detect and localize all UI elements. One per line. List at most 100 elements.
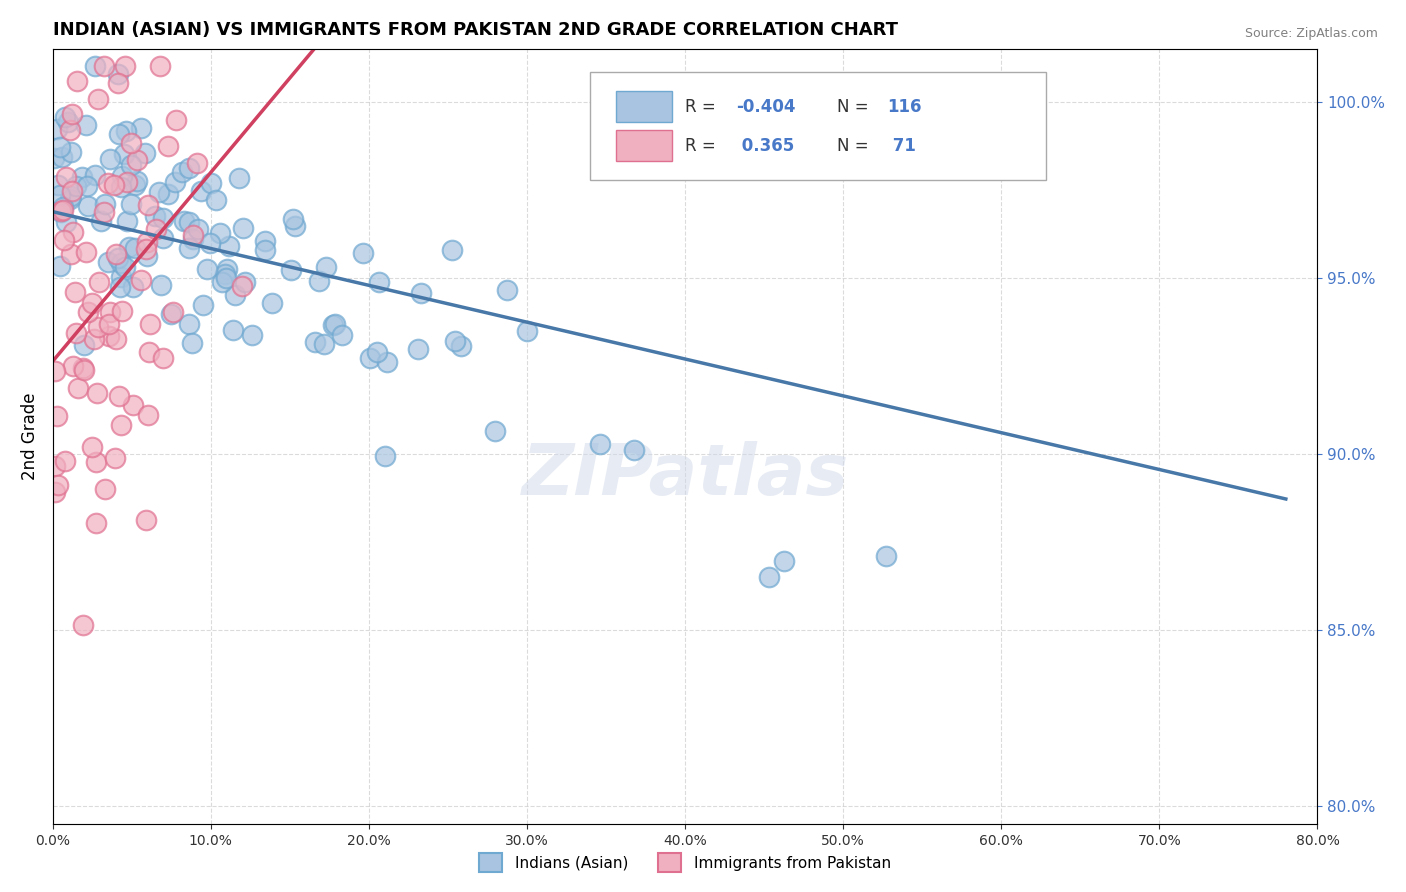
Point (53, 110, 76, 124)
Point (134, 145, 156, 160)
Point (165, 112, 187, 127)
Point (443, 334, 465, 348)
Point (59, 192, 82, 206)
Point (73, 363, 96, 377)
Point (52, 234, 75, 248)
Point (98, 304, 121, 318)
FancyBboxPatch shape (616, 130, 672, 161)
Point (377, 354, 399, 368)
Point (65, 178, 87, 193)
Point (173, 213, 195, 227)
Point (111, 304, 134, 318)
Point (218, 238, 240, 252)
Point (875, 549, 897, 564)
Point (149, 277, 172, 292)
Point (49, 205, 72, 219)
Point (143, 209, 166, 223)
Point (108, 127, 131, 141)
Point (97, 255, 120, 269)
Point (73, 337, 96, 351)
Point (450, 339, 472, 353)
Point (160, 307, 183, 321)
Point (145, 222, 167, 236)
Point (46, 477, 69, 491)
Point (177, 161, 200, 175)
Point (308, 274, 330, 288)
Point (110, 255, 132, 269)
Point (124, 178, 146, 193)
Point (516, 324, 538, 338)
Text: N =: N = (837, 136, 873, 154)
Point (139, 317, 162, 331)
Text: R =: R = (685, 136, 721, 154)
Point (228, 171, 250, 186)
FancyBboxPatch shape (591, 72, 1046, 180)
Point (304, 335, 326, 350)
Point (72, 618, 94, 632)
Point (114, 59, 136, 73)
Point (215, 262, 238, 277)
Point (359, 351, 381, 365)
Point (94, 197, 117, 211)
Point (181, 227, 204, 242)
Point (51, 149, 73, 163)
Point (84, 516, 107, 530)
Point (110, 417, 132, 432)
Point (110, 280, 132, 294)
Point (110, 270, 132, 285)
Point (46, 409, 69, 423)
Point (46, 178, 69, 193)
Point (90, 213, 112, 227)
Point (152, 351, 174, 365)
Point (284, 219, 307, 233)
Point (49, 188, 72, 202)
Point (49, 259, 72, 273)
Point (135, 513, 157, 527)
Point (87, 320, 110, 334)
Point (70, 170, 93, 185)
Point (49, 140, 72, 154)
Point (366, 344, 388, 359)
Text: 71: 71 (887, 136, 917, 154)
Point (65, 326, 87, 340)
Point (125, 153, 148, 167)
Point (60, 184, 83, 198)
Point (44, 485, 66, 500)
Point (124, 241, 146, 255)
Point (181, 232, 204, 246)
Point (62, 225, 84, 239)
Point (83, 168, 105, 182)
Point (121, 196, 143, 211)
Point (104, 247, 127, 261)
Point (205, 193, 228, 207)
Point (231, 278, 253, 293)
Point (44, 459, 66, 474)
Point (149, 59, 172, 73)
Point (76, 305, 98, 319)
Point (97, 329, 120, 343)
Point (103, 178, 125, 193)
Point (122, 398, 145, 412)
Point (104, 332, 127, 346)
Point (114, 124, 136, 138)
Point (138, 345, 160, 359)
Point (55, 170, 77, 185)
Legend: Indians (Asian), Immigrants from Pakistan: Indians (Asian), Immigrants from Pakista… (474, 847, 897, 879)
Point (152, 231, 174, 245)
Point (152, 211, 174, 225)
Point (352, 246, 374, 260)
Point (623, 442, 645, 457)
Point (59, 189, 82, 203)
Point (107, 67, 129, 81)
Point (240, 327, 263, 342)
Point (114, 260, 136, 275)
Point (232, 221, 254, 235)
Point (262, 295, 284, 310)
Point (60, 106, 83, 120)
Point (186, 155, 208, 169)
Point (162, 305, 184, 319)
Point (117, 214, 139, 228)
Point (110, 179, 132, 194)
Point (66, 381, 89, 395)
Point (108, 389, 131, 403)
